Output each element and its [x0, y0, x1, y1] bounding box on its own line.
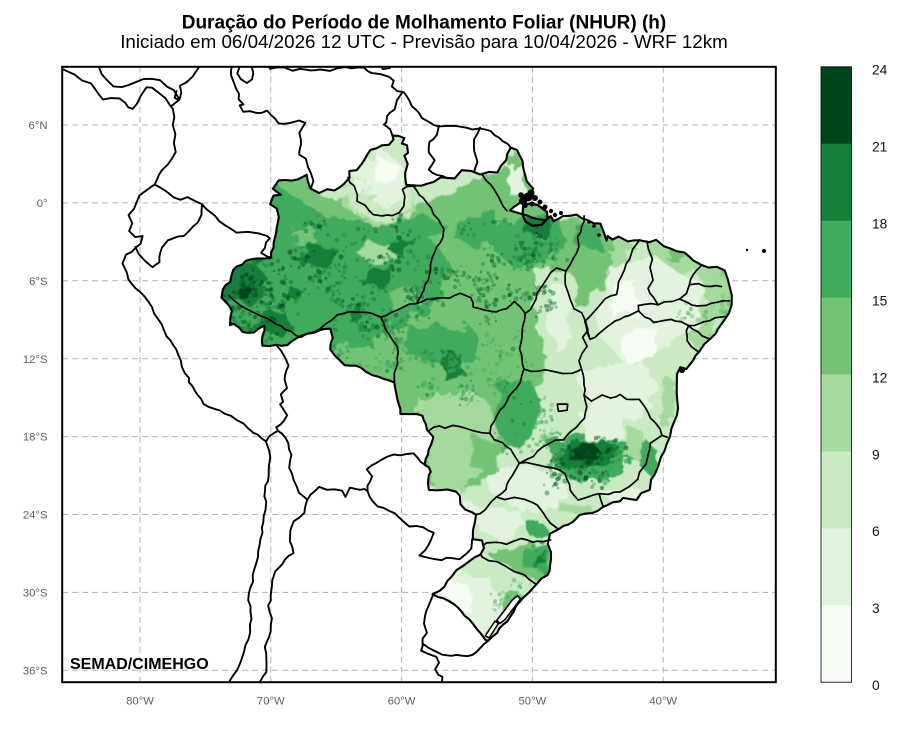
svg-text:0°: 0°: [37, 198, 48, 210]
svg-text:80°W: 80°W: [126, 696, 154, 708]
svg-text:6: 6: [872, 524, 880, 539]
svg-text:0: 0: [872, 678, 880, 693]
svg-text:Duração do Período de Molhamen: Duração do Período de Molhamento Foliar …: [182, 13, 667, 34]
svg-text:60°W: 60°W: [388, 696, 416, 708]
svg-text:6°S: 6°S: [29, 276, 48, 288]
svg-text:36°S: 36°S: [23, 665, 48, 677]
svg-text:9: 9: [872, 447, 880, 462]
svg-text:12: 12: [872, 370, 887, 385]
svg-text:SEMAD/CIMEHGO: SEMAD/CIMEHGO: [70, 656, 209, 673]
svg-text:70°W: 70°W: [257, 696, 285, 708]
svg-text:Iniciado em 06/04/2026 12 UTC: Iniciado em 06/04/2026 12 UTC - Previsão…: [120, 31, 728, 52]
svg-text:18: 18: [872, 217, 888, 232]
svg-text:3: 3: [872, 601, 880, 616]
svg-text:15: 15: [872, 293, 888, 308]
svg-text:18°S: 18°S: [23, 432, 48, 444]
svg-text:24: 24: [872, 63, 888, 78]
svg-text:50°W: 50°W: [519, 696, 547, 708]
svg-text:6°N: 6°N: [29, 120, 48, 132]
svg-text:21: 21: [872, 140, 887, 155]
svg-text:40°W: 40°W: [649, 696, 677, 708]
svg-text:12°S: 12°S: [23, 354, 48, 366]
svg-text:24°S: 24°S: [23, 510, 48, 522]
svg-text:30°S: 30°S: [23, 588, 48, 600]
